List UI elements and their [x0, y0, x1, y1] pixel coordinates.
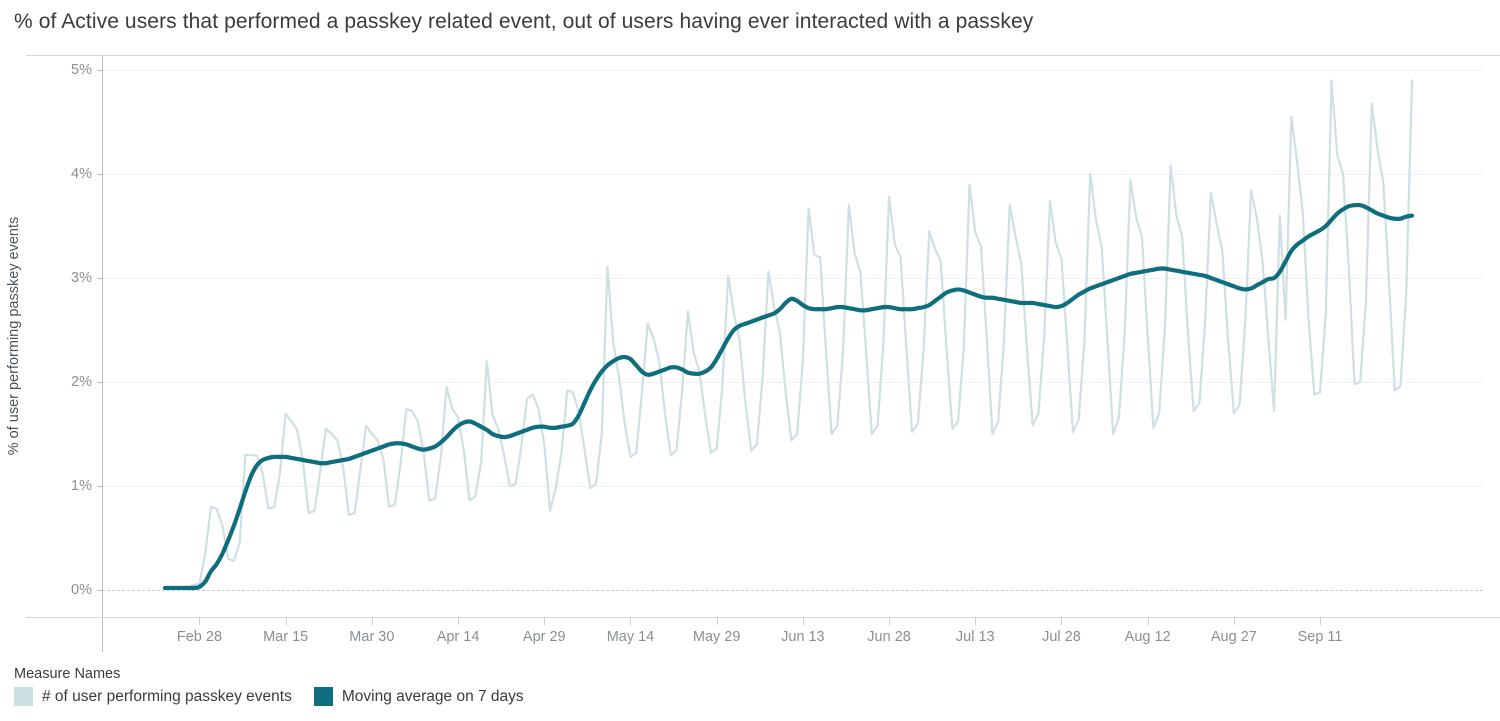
chart-area: % of user performing passkey events 0% 1%…: [0, 55, 1500, 655]
legend-item-label: Moving average on 7 days: [341, 687, 524, 705]
x-tick-mark: [371, 618, 373, 625]
legend-swatch-icon: [14, 687, 33, 706]
x-tick-label: Mar 30: [349, 629, 395, 645]
x-tick-label: Jun 28: [867, 629, 911, 645]
legend-swatch-icon: [313, 687, 333, 706]
gridline-4%: [102, 174, 1483, 175]
legend-items: # of user performing passkey events Movin…: [14, 687, 714, 706]
x-tick-label: May 14: [606, 629, 655, 645]
y-tick-mark: [97, 70, 103, 71]
x-tick-label: May 29: [692, 629, 741, 645]
y-tick-mark: [97, 174, 103, 175]
x-tick-mark: [630, 618, 632, 625]
y-axis-line: [102, 55, 103, 652]
x-tick-mark: [889, 618, 891, 625]
gridline-0%: [102, 590, 1483, 591]
plot-bottom-divider: [26, 617, 1500, 618]
x-tick-label: Jul 13: [955, 629, 995, 645]
x-tick-label: Jun 13: [781, 629, 825, 645]
x-tick-mark: [716, 618, 718, 625]
x-tick-label: Sep 11: [1297, 629, 1343, 645]
legend-item[interactable]: # of user performing passkey events: [14, 687, 292, 706]
x-tick-mark: [802, 618, 804, 625]
y-tick-mark: [97, 382, 103, 383]
gridline-3%: [102, 278, 1483, 279]
legend: Measure Names # of user performing passk…: [14, 666, 714, 706]
y-tick-label: 4%: [71, 166, 92, 182]
series-line-moving-average: [162, 202, 1415, 591]
x-tick-label: Feb 28: [176, 629, 223, 645]
x-tick-mark: [1320, 618, 1322, 625]
legend-item-label: # of user performing passkey events: [42, 687, 292, 705]
x-tick-label: Apr 14: [436, 629, 480, 645]
x-tick-mark: [1233, 618, 1235, 625]
chart-title: % of Active users that performed a passk…: [14, 10, 1034, 33]
gridline-5%: [102, 70, 1483, 71]
x-tick-mark: [1061, 618, 1063, 625]
gridline-1%: [102, 486, 1483, 487]
series-lines: [162, 79, 1415, 591]
series-line-raw-events: [163, 79, 1414, 590]
y-tick-label: 2%: [71, 374, 92, 390]
title-divider: [26, 55, 1500, 56]
y-axis-title: % of user performing passkey events: [6, 216, 22, 456]
x-tick-label: Aug 27: [1210, 629, 1257, 645]
chart-title-bar: % of Active users that performed a passk…: [0, 0, 1500, 55]
gridline-2%: [102, 382, 1483, 383]
x-tick-mark: [1147, 618, 1149, 625]
x-tick-label: Apr 29: [522, 629, 566, 645]
x-tick-mark: [458, 618, 460, 625]
x-tick-mark: [199, 618, 201, 625]
legend-item[interactable]: Moving average on 7 days: [313, 687, 524, 706]
y-tick-label: 1%: [71, 478, 92, 494]
x-tick-mark: [544, 618, 546, 625]
y-tick-label: 3%: [71, 270, 92, 286]
x-tick-label: Aug 12: [1124, 629, 1171, 645]
x-tick-mark: [285, 618, 287, 625]
plot-region: [102, 55, 1483, 617]
y-tick-label: 5%: [71, 62, 92, 78]
x-tick-label: Mar 15: [263, 629, 309, 645]
legend-heading: Measure Names: [14, 666, 121, 682]
x-tick-mark: [975, 618, 977, 625]
y-tick-mark: [97, 486, 103, 487]
x-tick-label: Jul 28: [1042, 629, 1081, 645]
y-tick-label: 0%: [71, 582, 92, 598]
y-tick-mark: [97, 278, 103, 279]
y-tick-mark: [97, 590, 103, 591]
